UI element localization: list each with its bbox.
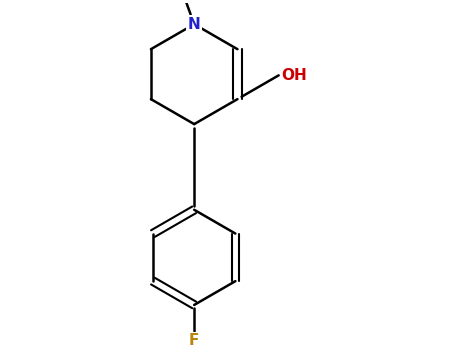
Text: N: N — [188, 17, 201, 32]
Text: OH: OH — [281, 68, 307, 83]
Text: F: F — [189, 333, 199, 348]
